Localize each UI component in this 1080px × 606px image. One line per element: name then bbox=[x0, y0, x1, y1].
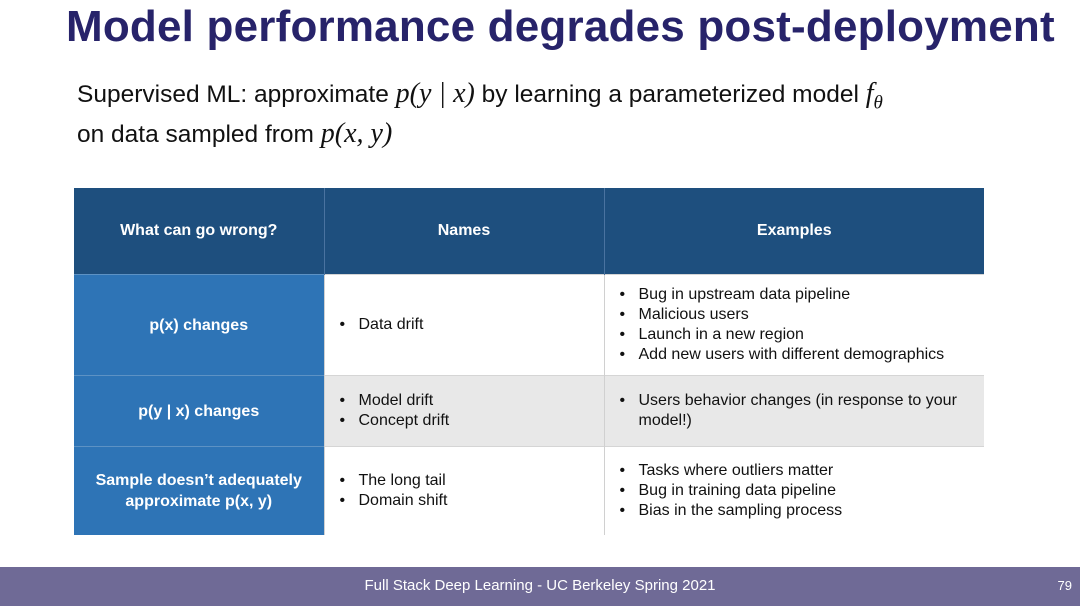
list-item: Domain shift bbox=[340, 491, 594, 511]
row-examples-cell: Tasks where outliers matter Bug in train… bbox=[603, 446, 984, 535]
list-item: The long tail bbox=[340, 471, 594, 491]
math-f: f bbox=[865, 78, 874, 109]
list-item: Users behavior changes (in response to y… bbox=[620, 391, 975, 431]
math-p-y-given-x: p(y | x) bbox=[395, 78, 475, 109]
table-row: p(x) changes Data drift Bug in upstream … bbox=[74, 274, 984, 376]
row-category: p(x) changes bbox=[74, 274, 324, 376]
list-item: Tasks where outliers matter bbox=[620, 461, 975, 481]
header-examples: Examples bbox=[604, 188, 984, 275]
list-item: Malicious users bbox=[620, 305, 975, 325]
intro-line-2: on data sampled from p(x, y) bbox=[77, 118, 392, 150]
row-names-cell: Model drift Concept drift bbox=[323, 375, 604, 447]
header-names: Names bbox=[324, 188, 605, 275]
list-item: Bug in training data pipeline bbox=[620, 481, 975, 501]
list-item: Launch in a new region bbox=[620, 325, 975, 345]
intro-text: on data sampled from bbox=[77, 121, 321, 148]
slide-title: Model performance degrades post-deployme… bbox=[66, 2, 1055, 51]
intro-text: Supervised ML: approximate bbox=[77, 81, 396, 108]
list-item: Model drift bbox=[340, 391, 594, 411]
table-header-row: What can go wrong? Names Examples bbox=[74, 188, 984, 275]
row-names-cell: Data drift bbox=[323, 274, 604, 376]
drift-table: What can go wrong? Names Examples p(x) c… bbox=[74, 188, 984, 535]
row-category: p(y | x) changes bbox=[74, 375, 324, 447]
table-row: p(y | x) changes Model drift Concept dri… bbox=[74, 375, 984, 447]
intro-line-1: Supervised ML: approximate p(y | x) by l… bbox=[77, 78, 883, 115]
row-examples-cell: Users behavior changes (in response to y… bbox=[603, 375, 984, 447]
header-what-can-go-wrong: What can go wrong? bbox=[74, 188, 325, 275]
names-list: Data drift bbox=[335, 315, 594, 335]
footer-bar: Full Stack Deep Learning - UC Berkeley S… bbox=[0, 567, 1080, 606]
row-examples-cell: Bug in upstream data pipeline Malicious … bbox=[603, 274, 984, 376]
examples-list: Users behavior changes (in response to y… bbox=[615, 391, 975, 431]
math-p-x-y: p(x, y) bbox=[320, 118, 393, 149]
math-f-theta: fθ bbox=[865, 78, 883, 114]
intro-text: by learning a parameterized model bbox=[474, 81, 866, 108]
row-names-cell: The long tail Domain shift bbox=[323, 446, 604, 535]
list-item: Bug in upstream data pipeline bbox=[620, 285, 975, 305]
list-item: Bias in the sampling process bbox=[620, 501, 975, 521]
row-category: Sample doesn’t adequately approximate p(… bbox=[74, 446, 324, 535]
list-item: Add new users with different demographic… bbox=[620, 345, 975, 365]
names-list: Model drift Concept drift bbox=[335, 391, 594, 431]
list-item: Data drift bbox=[340, 315, 594, 335]
table-row: Sample doesn’t adequately approximate p(… bbox=[74, 446, 984, 535]
list-item: Concept drift bbox=[340, 411, 594, 431]
examples-list: Tasks where outliers matter Bug in train… bbox=[615, 461, 975, 521]
examples-list: Bug in upstream data pipeline Malicious … bbox=[615, 285, 975, 365]
footer-text: Full Stack Deep Learning - UC Berkeley S… bbox=[364, 577, 716, 594]
page-number: 79 bbox=[1057, 578, 1072, 593]
math-theta: θ bbox=[873, 92, 883, 114]
names-list: The long tail Domain shift bbox=[335, 471, 594, 511]
